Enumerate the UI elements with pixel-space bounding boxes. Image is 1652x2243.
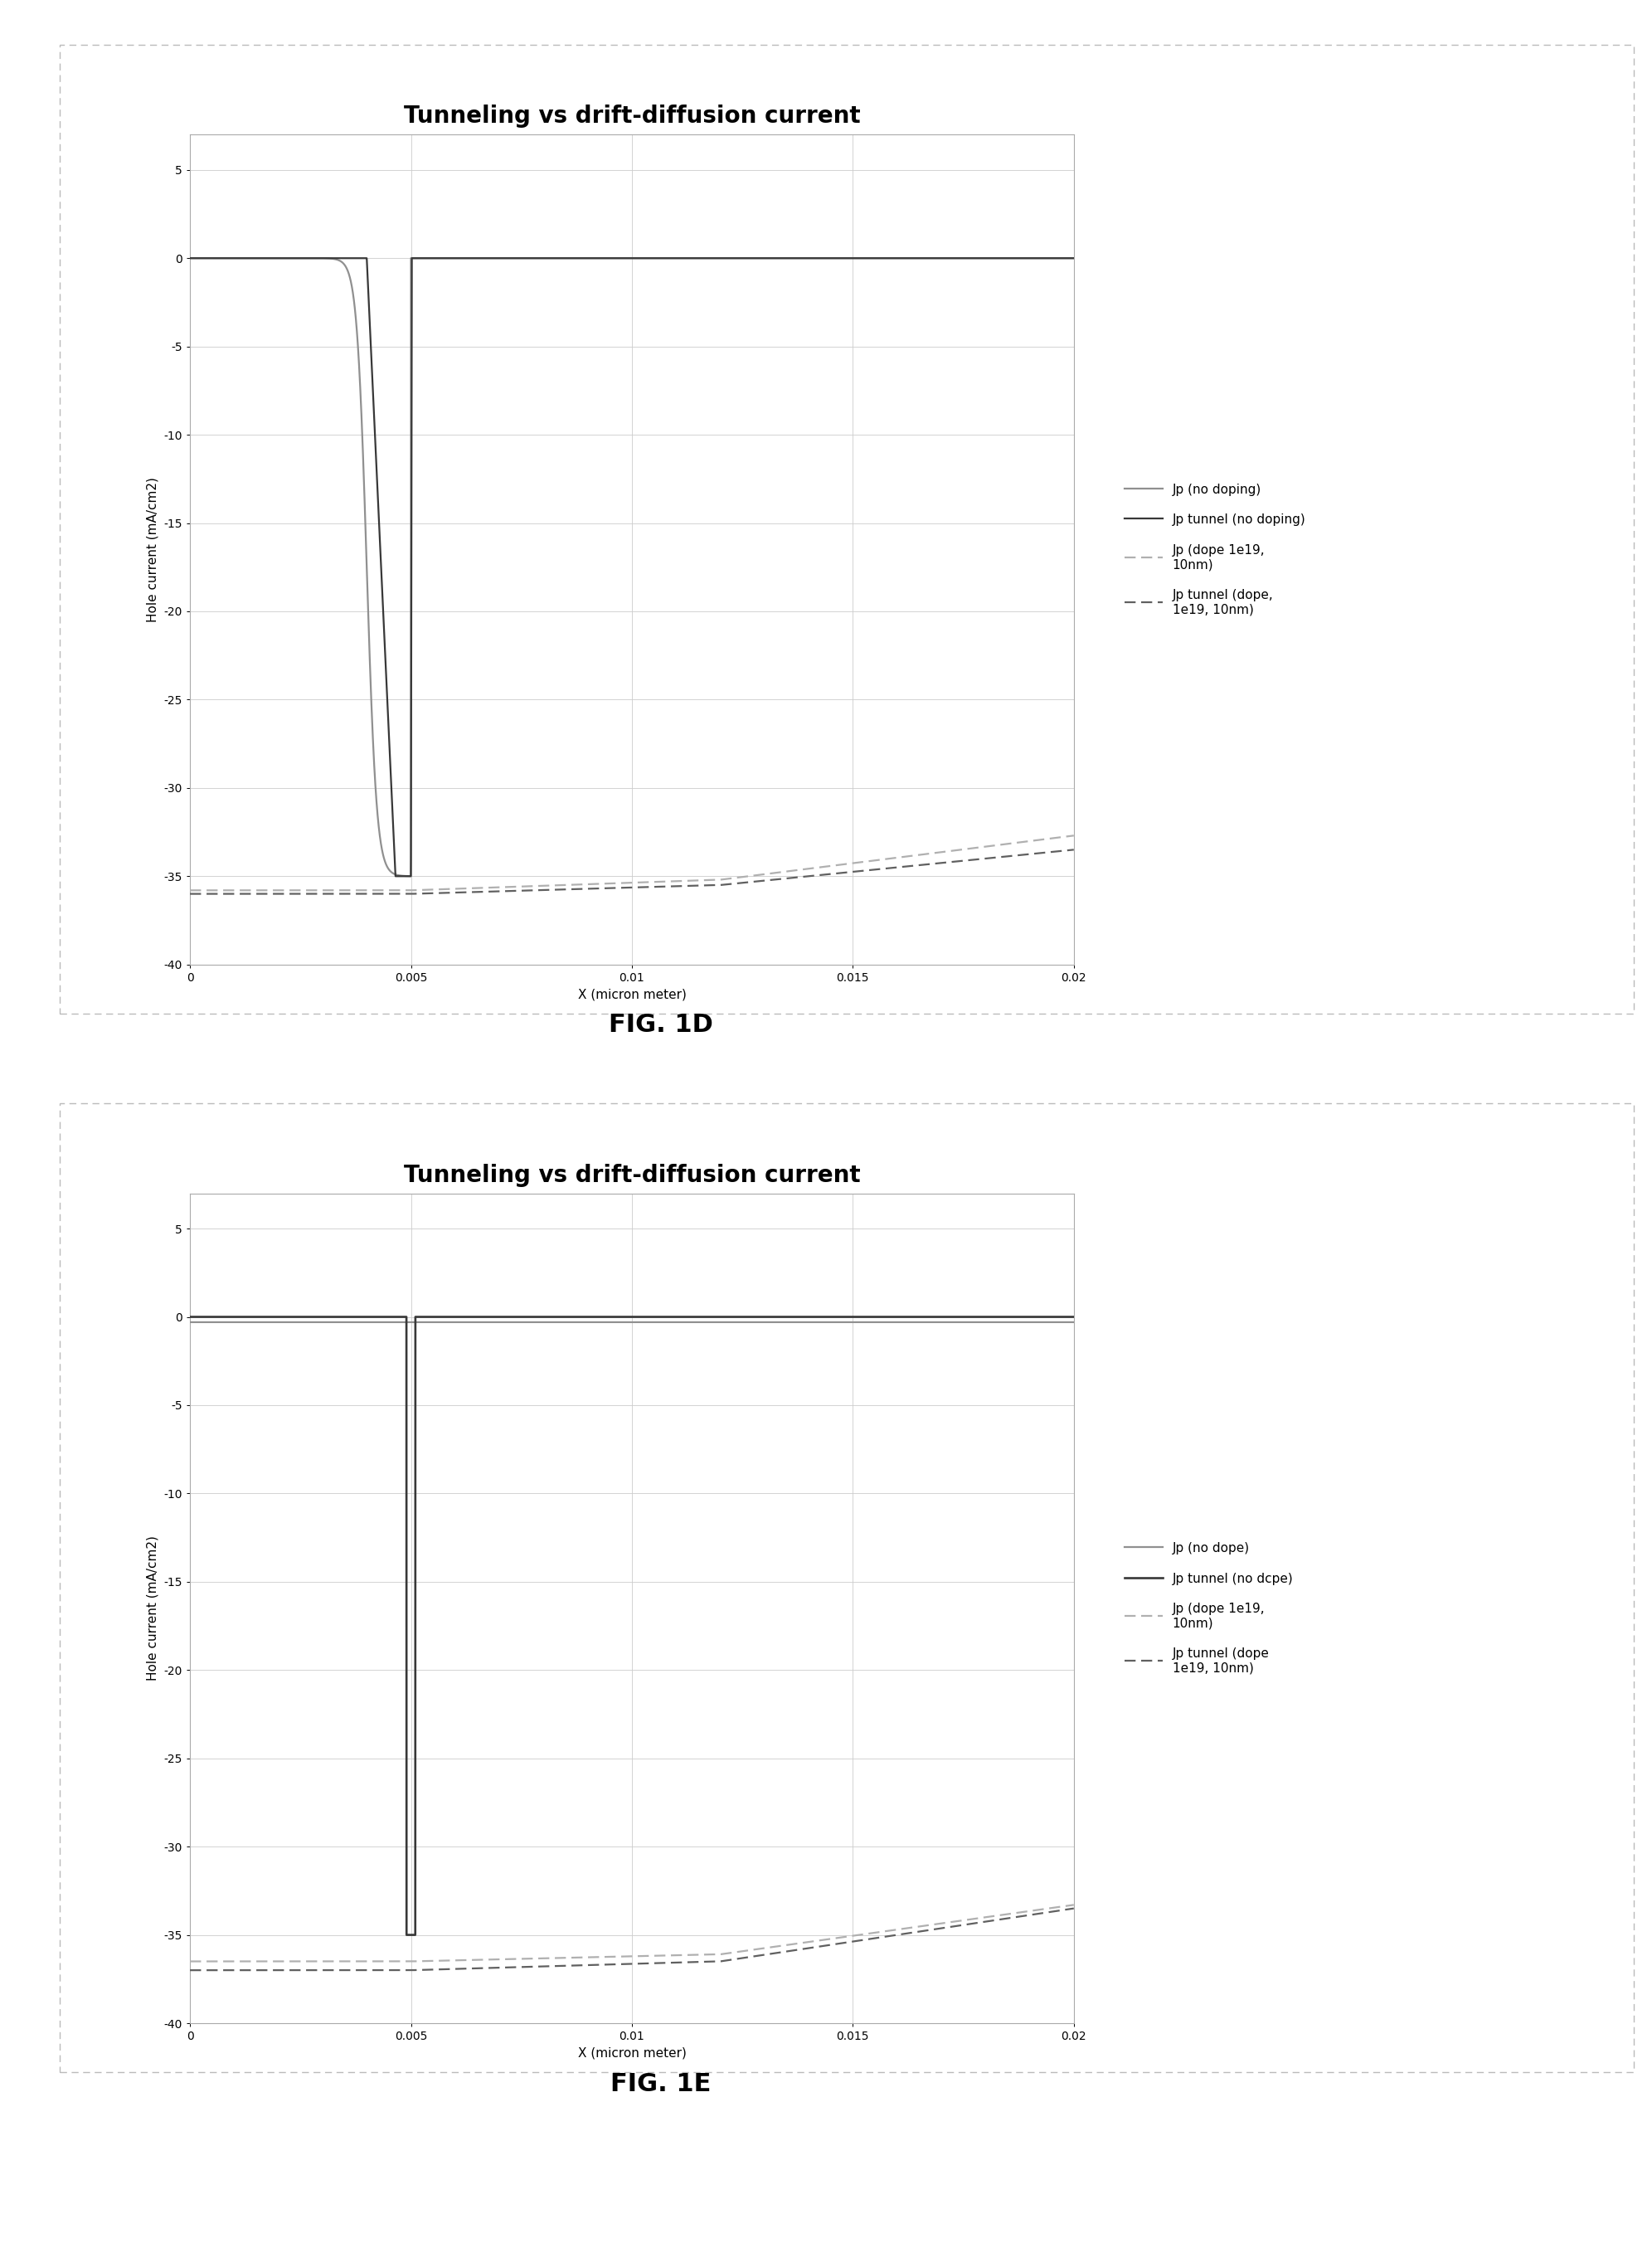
Y-axis label: Hole current (mA/cm2): Hole current (mA/cm2)	[147, 1536, 159, 1680]
Title: Tunneling vs drift-diffusion current: Tunneling vs drift-diffusion current	[403, 1164, 861, 1187]
X-axis label: X (micron meter): X (micron meter)	[578, 2048, 686, 2059]
Title: Tunneling vs drift-diffusion current: Tunneling vs drift-diffusion current	[403, 105, 861, 128]
Text: FIG. 1E: FIG. 1E	[611, 2073, 710, 2095]
Legend: Jp (no doping), Jp tunnel (no doping), Jp (dope 1e19,
10nm), Jp tunnel (dope,
1e: Jp (no doping), Jp tunnel (no doping), J…	[1125, 484, 1305, 615]
Legend: Jp (no dope), Jp tunnel (no dcpe), Jp (dope 1e19,
10nm), Jp tunnel (dope
1e19, 1: Jp (no dope), Jp tunnel (no dcpe), Jp (d…	[1125, 1543, 1294, 1673]
Y-axis label: Hole current (mA/cm2): Hole current (mA/cm2)	[147, 478, 159, 621]
X-axis label: X (micron meter): X (micron meter)	[578, 989, 686, 1000]
Text: FIG. 1D: FIG. 1D	[608, 1014, 714, 1036]
